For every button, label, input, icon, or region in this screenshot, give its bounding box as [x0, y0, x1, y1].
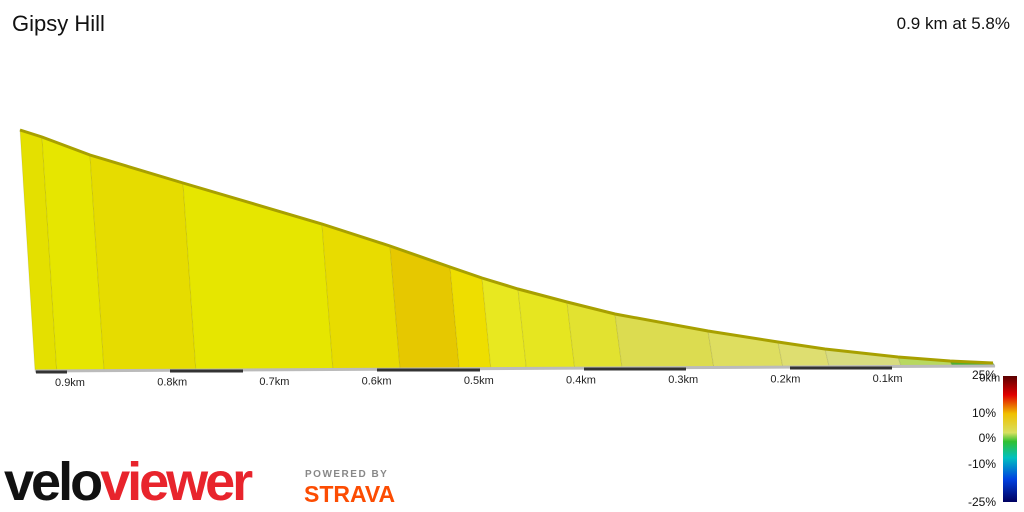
profile-segment — [182, 182, 334, 371]
profile-segment — [389, 245, 460, 370]
profile-segment — [566, 301, 623, 369]
color-scale-labels: 25% 10% 0% -10% -25% — [968, 368, 996, 509]
elevation-profile — [19, 128, 996, 372]
profile-segment — [89, 154, 197, 372]
logo: veloviewer — [4, 452, 253, 512]
summary: 0.9 km at 5.8% — [897, 14, 1010, 33]
color-scale-label: -25% — [968, 495, 996, 509]
distance-label: 0km — [979, 373, 1000, 385]
strava: STRAVA — [304, 481, 395, 507]
color-scale-label: 0% — [979, 431, 997, 445]
distance-label: 0.9km — [55, 377, 85, 389]
distance-label: 0.8km — [157, 377, 187, 389]
distance-label: 0.5km — [464, 375, 494, 387]
distance-label: 0.3km — [668, 374, 698, 386]
powered-by: POWERED BY — [305, 469, 388, 480]
color-scale-label: 25% — [972, 368, 996, 382]
distance-label: 0.7km — [259, 376, 289, 388]
distance-labels: 0.9km 0.8km 0.7km 0.6km 0.5km 0.4km 0.3km 0.2km… — [55, 373, 1000, 390]
distance-label: 0.2km — [770, 374, 800, 386]
logo-prefix: velo — [4, 452, 101, 512]
distance-label: 0.6km — [362, 376, 392, 388]
title: Gipsy Hill — [12, 11, 105, 36]
color-scale-bar — [1003, 376, 1017, 502]
color-scale-label: 10% — [972, 406, 996, 420]
distance-label: 0.1km — [873, 373, 903, 385]
color-scale-label: -10% — [968, 457, 996, 471]
profile-edge — [19, 128, 994, 365]
logo-suffix: viewer — [100, 452, 253, 512]
distance-ticks — [36, 366, 892, 374]
distance-label: 0.4km — [566, 375, 596, 387]
